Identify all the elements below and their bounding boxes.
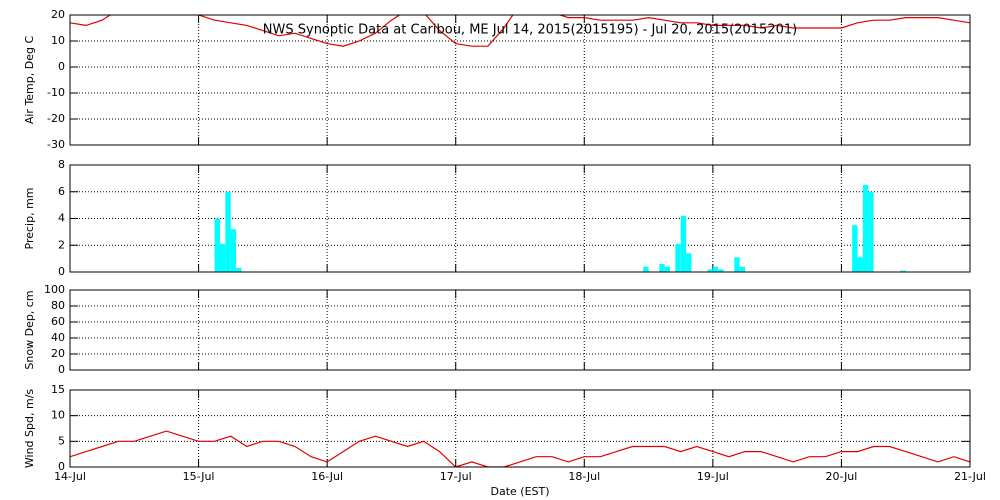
bar xyxy=(220,243,226,272)
chart-title: NWS Synoptic Data at Caribou, ME Jul 14,… xyxy=(263,23,797,38)
bar xyxy=(225,191,231,272)
bar xyxy=(707,269,713,272)
y-tick-label: 40 xyxy=(51,331,65,344)
bar xyxy=(712,266,719,272)
bar xyxy=(659,263,665,272)
panel-frame xyxy=(69,389,971,468)
x-tick-label: 17-Jul xyxy=(440,470,472,483)
y-tick-label: -20 xyxy=(47,112,65,125)
y-tick-label: 0 xyxy=(58,60,65,73)
y-tick-label: 10 xyxy=(51,409,65,422)
y-tick-label: 5 xyxy=(58,434,65,447)
y-axis-label: Precip, mm xyxy=(23,188,36,250)
x-tick-label: 16-Jul xyxy=(311,470,343,483)
data-line xyxy=(70,15,970,47)
bar xyxy=(718,269,724,272)
y-tick-label: -30 xyxy=(47,138,65,151)
y-tick-label: 2 xyxy=(58,238,65,251)
y-tick-label: 4 xyxy=(58,212,65,225)
y-tick-label: 0 xyxy=(58,265,65,278)
bar xyxy=(680,215,687,272)
bar xyxy=(739,266,745,272)
y-tick-label: 15 xyxy=(51,383,65,396)
y-tick-label: 10 xyxy=(51,34,65,47)
y-axis-label: Snow Dep, cm xyxy=(23,290,36,369)
bar xyxy=(675,243,681,272)
bar xyxy=(734,257,740,272)
y-tick-label: 80 xyxy=(51,299,65,312)
y-tick-label: 20 xyxy=(51,347,65,360)
y-tick-label: 0 xyxy=(58,363,65,376)
x-tick-label: 20-Jul xyxy=(825,470,857,483)
plot-area xyxy=(214,185,906,272)
x-tick-label: 18-Jul xyxy=(568,470,600,483)
bar xyxy=(900,270,906,272)
bar xyxy=(857,257,863,272)
y-tick-label: -10 xyxy=(47,86,65,99)
panel-frame xyxy=(69,289,971,371)
y-tick-label: 100 xyxy=(44,283,65,296)
panel-frame xyxy=(69,164,971,273)
panel-frame xyxy=(69,14,971,146)
bar xyxy=(852,225,858,272)
y-tick-label: 60 xyxy=(51,315,65,328)
y-tick-label: 0 xyxy=(58,460,65,473)
plot-area xyxy=(70,430,970,467)
x-axis-label: Date (EST) xyxy=(490,485,549,498)
y-tick-label: 8 xyxy=(58,158,65,171)
bar xyxy=(214,218,220,272)
x-tick-label: 21-Jul xyxy=(954,470,986,483)
bar xyxy=(664,266,670,272)
plot-area xyxy=(70,15,970,47)
x-tick-label: 19-Jul xyxy=(697,470,729,483)
bar xyxy=(868,191,874,272)
bar xyxy=(230,229,237,272)
y-tick-label: 6 xyxy=(58,185,65,198)
y-tick-label: 20 xyxy=(51,8,65,21)
bar xyxy=(236,267,242,272)
y-axis-label: Air Temp, Deg C xyxy=(23,36,36,125)
data-line xyxy=(70,430,970,467)
bar xyxy=(686,253,692,272)
bar xyxy=(862,185,869,272)
x-tick-label: 15-Jul xyxy=(183,470,215,483)
x-tick-label: 14-Jul xyxy=(54,470,86,483)
y-axis-label: Wind Spd, m/s xyxy=(23,389,36,469)
bar xyxy=(643,266,649,272)
